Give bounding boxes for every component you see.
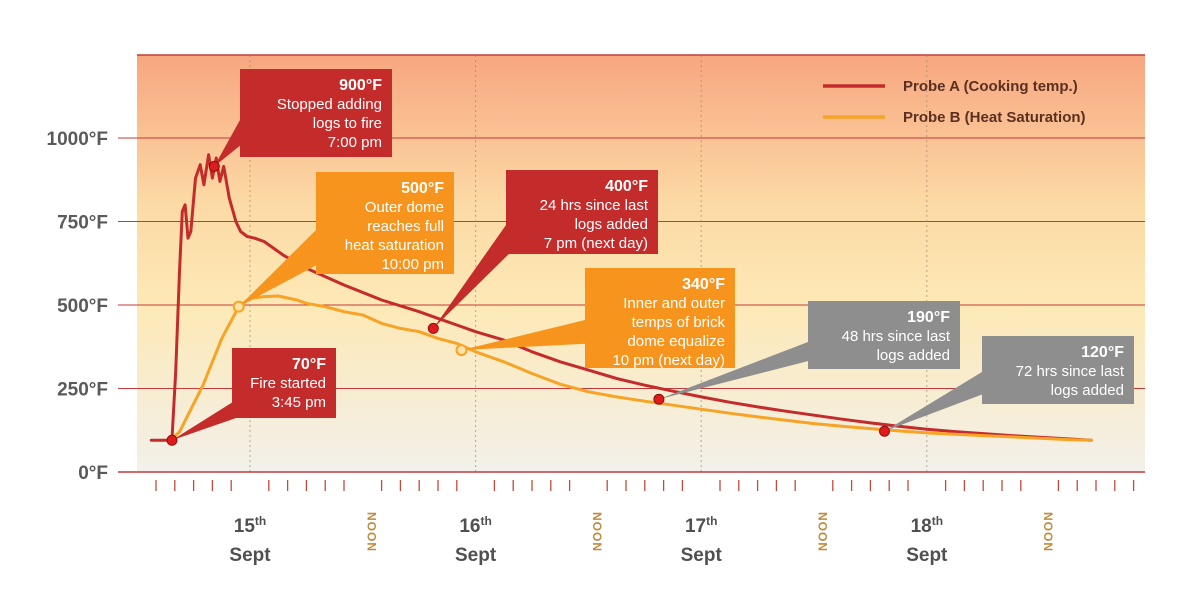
annotation-pointer <box>884 372 994 432</box>
annotation-line: temps of brick <box>632 314 726 331</box>
day-suffix: th <box>481 514 492 528</box>
annotation-line: logs added <box>877 347 950 364</box>
annotation-box <box>316 172 454 274</box>
data-point-marker <box>653 393 665 405</box>
annotation-line: 3:45 pm <box>272 394 326 411</box>
annotation-headline: 500°F <box>401 180 444 197</box>
noon-label: NOON <box>364 512 378 552</box>
y-tick-label: 250°F <box>57 380 108 401</box>
annotation-line: Fire started <box>250 375 326 392</box>
annotation-headline: 900°F <box>339 77 382 94</box>
annotation-pointer <box>433 225 520 329</box>
day-label: 18th <box>911 514 943 537</box>
annotation-pointer <box>214 120 247 167</box>
annotation-line: Stopped adding <box>277 96 382 113</box>
annotation-callout: 190°F 48 hrs since last logs added <box>658 301 960 400</box>
y-tick-label: 0°F <box>78 463 108 484</box>
noon-label: NOON <box>816 512 830 552</box>
annotation-line: 10:00 pm <box>381 256 444 273</box>
noon-label: NOON <box>1041 512 1055 552</box>
legend: Probe A (Cooking temp.) Probe B (Heat Sat… <box>823 78 1086 126</box>
month-label: Sept <box>229 545 271 566</box>
month-label: Sept <box>455 545 497 566</box>
annotation-line: reaches full <box>367 218 444 235</box>
annotation-line: logs added <box>1051 382 1124 399</box>
series-line-probe-a <box>149 153 1093 442</box>
y-tick-label: 750°F <box>57 213 108 234</box>
annotation-line: 10 pm (next day) <box>612 352 725 369</box>
annotation-box <box>506 170 658 254</box>
annotation-line: heat saturation <box>345 237 444 254</box>
annotation-line: Inner and outer <box>623 295 725 312</box>
annotation-callout: 340°F Inner and outer temps of brick dome e… <box>461 268 735 369</box>
data-point-marker <box>208 160 220 172</box>
day-label: 16th <box>459 514 491 537</box>
annotation-callout: 400°F 24 hrs since last logs added 7 pm (ne… <box>433 170 658 329</box>
annotation-box <box>232 348 336 418</box>
annotation-box <box>982 336 1134 404</box>
annotation-line: 48 hrs since last <box>842 328 951 345</box>
annotation-box <box>240 69 392 157</box>
annotation-headline: 340°F <box>682 276 725 293</box>
annotation-line: logs added <box>575 216 648 233</box>
day-label: 15th <box>234 514 266 537</box>
annotation-headline: 190°F <box>907 309 950 326</box>
annotation-pointer <box>658 342 820 400</box>
legend-label: Probe A (Cooking temp.) <box>903 78 1078 95</box>
annotation-line: 7:00 pm <box>328 134 382 151</box>
annotation-layer: 70°F Fire started 3:45 pm 900°F Stopped addi… <box>171 69 1134 441</box>
annotation-line: dome equalize <box>627 333 725 350</box>
marker-layer <box>166 160 890 446</box>
annotation-pointer <box>238 230 330 307</box>
annotation-line: 24 hrs since last <box>540 197 649 214</box>
y-tick-label: 1000°F <box>47 129 108 150</box>
data-point-marker <box>427 322 439 334</box>
annotation-box <box>808 301 960 369</box>
day-suffix: th <box>706 514 717 528</box>
annotation-line: logs to fire <box>313 115 382 132</box>
month-label: Sept <box>906 545 948 566</box>
data-point-marker <box>455 344 468 357</box>
day-suffix: th <box>255 514 266 528</box>
annotation-callout: 70°F Fire started 3:45 pm <box>171 348 336 441</box>
data-point-marker <box>232 300 245 313</box>
annotation-line: Outer dome <box>365 199 444 216</box>
day-label: 17th <box>685 514 717 537</box>
annotation-headline: 120°F <box>1081 344 1124 361</box>
annotation-headline: 70°F <box>292 356 326 373</box>
annotation-callout: 120°F 72 hrs since last logs added <box>884 336 1134 432</box>
annotation-headline: 400°F <box>605 178 648 195</box>
series-layer <box>149 153 1093 442</box>
day-suffix: th <box>932 514 943 528</box>
month-label: Sept <box>681 545 723 566</box>
annotation-line: 7 pm (next day) <box>544 235 648 252</box>
annotation-box <box>585 268 735 368</box>
legend-label: Probe B (Heat Saturation) <box>903 109 1086 126</box>
annotation-line: 72 hrs since last <box>1016 363 1125 380</box>
annotation-callout: 500°F Outer dome reaches full heat saturati… <box>238 172 454 307</box>
annotation-pointer <box>461 320 600 351</box>
annotation-pointer <box>171 400 236 441</box>
y-tick-label: 500°F <box>57 296 108 317</box>
data-point-marker <box>879 425 890 437</box>
data-point-marker <box>166 434 178 446</box>
noon-label: NOON <box>590 512 604 552</box>
annotation-callout: 900°F Stopped adding logs to fire 7:00 pm <box>214 69 392 167</box>
series-line-probe-b <box>168 294 1093 442</box>
